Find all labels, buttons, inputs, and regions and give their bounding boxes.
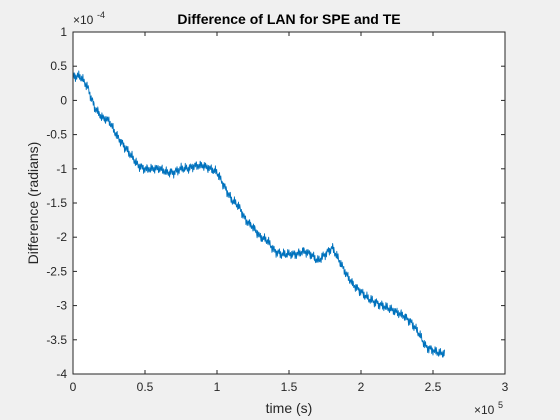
- axes: 0 0.5 1 1.5 2 2.5 3 1 0.5 0 -0.5 -1 -1.5 -2 -2.5 -3 -3.5…: [46, 25, 508, 394]
- tick-labels: 0 0.5 1 1.5 2 2.5 3 1 0.5 0 -0.5 -1 -1.5 -2 -2.5 -3 -3.5…: [46, 25, 508, 394]
- plot-area: [73, 32, 505, 374]
- x-tick-label: 0.5: [137, 380, 154, 394]
- series-line: [72, 70, 445, 358]
- y-tick-label: -2.5: [46, 264, 67, 278]
- y-tick-label: -1: [56, 162, 67, 176]
- y-tick-label: 1: [60, 25, 67, 39]
- series-layer: [72, 70, 445, 358]
- y-tick-label: -2: [56, 230, 67, 244]
- y-tick-label: -0.5: [46, 128, 67, 142]
- x-tick-label: 2.5: [425, 380, 442, 394]
- x-axis-title: time (s): [266, 400, 313, 416]
- x-tick-label: 0: [70, 380, 77, 394]
- ticks: [72, 31, 506, 375]
- x-tick-label: 3: [502, 380, 509, 394]
- chart-title: Difference of LAN for SPE and TE: [177, 11, 400, 27]
- y-tick-label: -1.5: [46, 196, 67, 210]
- y-tick-label: -3: [56, 299, 67, 313]
- x-exponent-label: ×10 5: [474, 400, 503, 417]
- x-tick-label: 1: [214, 380, 221, 394]
- y-tick-label: 0: [60, 93, 67, 107]
- y-exponent-power: -4: [97, 10, 105, 20]
- y-exponent-base: ×10: [73, 13, 94, 27]
- x-exponent-base: ×10: [474, 403, 495, 417]
- x-tick-label: 2: [358, 380, 365, 394]
- y-tick-label: 0.5: [50, 59, 67, 73]
- y-tick-label: -3.5: [46, 333, 67, 347]
- y-axis-title: Difference (radians): [25, 142, 41, 265]
- x-exponent-power: 5: [498, 400, 503, 410]
- x-tick-label: 1.5: [281, 380, 298, 394]
- y-exponent-label: ×10 -4: [73, 10, 105, 27]
- y-tick-label: -4: [56, 367, 67, 381]
